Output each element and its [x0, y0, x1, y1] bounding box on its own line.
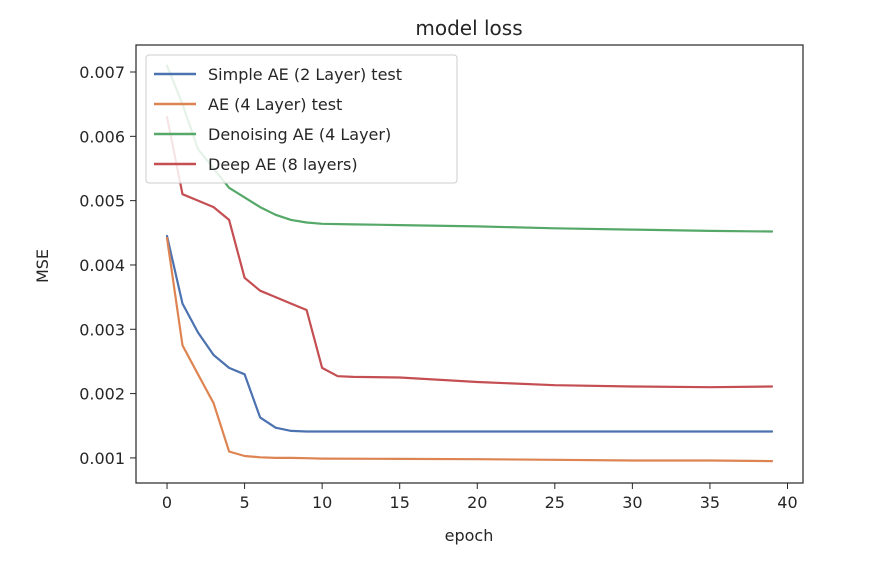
legend-box: [145, 54, 458, 184]
chart-title: model loss: [415, 16, 522, 40]
y-tick-label: 0.006: [79, 127, 125, 146]
plot-frame: [135, 44, 804, 484]
x-tick-label: 20: [467, 493, 487, 512]
series-line-ae-4-layer-test: [165, 236, 774, 463]
y-axis: 0.001 0.002 0.003 0.004 0.005 0.006 0.007: [79, 63, 136, 468]
y-tick-label: 0.007: [79, 63, 125, 82]
x-tick-label: 40: [777, 493, 797, 512]
legend: Simple AE (2 Layer) test AE (4 Layer) tes…: [145, 54, 458, 184]
legend-label: AE (4 Layer) test: [208, 95, 342, 114]
legend-label: Deep AE (8 layers): [208, 155, 358, 174]
series-line-deep-ae-8-layers: [165, 115, 774, 389]
x-tick-label: 10: [312, 493, 332, 512]
x-axis: 0 5 10 15 20 25 30 35 40: [162, 483, 798, 512]
x-tick-label: 30: [622, 493, 642, 512]
legend-label: Denoising AE (4 Layer): [208, 125, 391, 144]
y-tick-label: 0.002: [79, 385, 125, 404]
y-tick-label: 0.001: [79, 449, 125, 468]
y-tick-label: 0.004: [79, 256, 125, 275]
y-tick-label: 0.005: [79, 192, 125, 211]
x-axis-title: epoch: [445, 526, 494, 545]
y-axis-title: MSE: [33, 249, 52, 283]
legend-label: Simple AE (2 Layer) test: [208, 65, 402, 84]
series-layer: [165, 64, 774, 463]
y-tick-label: 0.003: [79, 320, 125, 339]
x-tick-label: 0: [162, 493, 172, 512]
x-tick-label: 15: [390, 493, 410, 512]
x-tick-label: 35: [700, 493, 720, 512]
x-tick-label: 25: [545, 493, 565, 512]
x-tick-label: 5: [239, 493, 249, 512]
plot-area: [135, 44, 804, 484]
series-line-simple-ae-2-layer-test: [165, 234, 774, 433]
